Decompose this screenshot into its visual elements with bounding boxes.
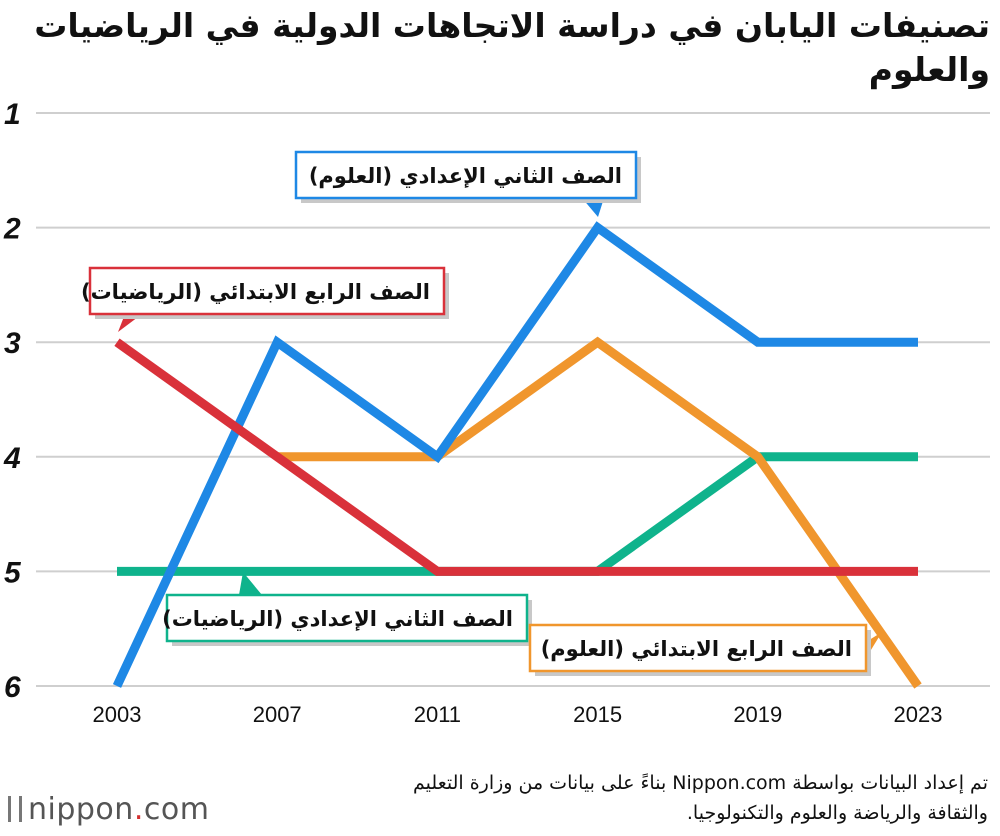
x-tick-label-2011: 2011 [414, 702, 461, 727]
series-line-0 [112, 221, 918, 688]
y-tick-label-5: 5 [4, 556, 22, 589]
series-line-3 [114, 338, 918, 576]
callout-label-2: الصف الثاني الإعدادي (الرياضيات) [162, 607, 513, 632]
y-tick-label-2: 2 [3, 213, 21, 246]
logo-dot: . [133, 792, 144, 827]
source-note: تم إعداد البيانات بواسطة Nippon.com بناء… [413, 772, 988, 824]
line-chart: 1 2 3 4 5 6 2003 2007 2011 2015 2019 2023 الصف الث… [3, 98, 990, 727]
callout-1: الصف الرابع الابتدائي (العلوم) [528, 623, 882, 676]
y-tick-label-3: 3 [4, 327, 21, 360]
callout-label-1: الصف الرابع الابتدائي (العلوم) [541, 637, 852, 661]
callout-box-2 [165, 593, 529, 643]
x-tick-label-2007: 2007 [253, 702, 302, 727]
y-tick-label-1: 1 [4, 98, 21, 131]
callout-box-3 [88, 266, 446, 316]
x-tick-label-2015: 2015 [573, 702, 622, 727]
callout-box-1 [528, 623, 868, 673]
y-axis-ticks: 1 2 3 4 5 6 [3, 98, 22, 704]
x-tick-label-2019: 2019 [733, 702, 782, 727]
chart-title: تصنيفات اليابان في دراسة الاتجاهات الدول… [34, 6, 990, 89]
y-tick-label-4: 4 [3, 442, 21, 475]
callout-label-0: الصف الثاني الإعدادي (العلوم) [309, 164, 622, 189]
callout-0: الصف الثاني الإعدادي (العلوم) [294, 150, 641, 217]
logo-main: nippon [28, 792, 134, 827]
callout-3: الصف الرابع الابتدائي (الرياضيات) [81, 266, 449, 332]
nippon-logo: nippon.com [8, 792, 209, 827]
y-tick-label-6: 6 [4, 671, 21, 704]
logo-mark-icon [8, 796, 22, 822]
x-tick-label-2003: 2003 [93, 702, 142, 727]
x-tick-label-2023: 2023 [894, 702, 943, 727]
callout-2: الصف الثاني الإعدادي (الرياضيات) [162, 572, 532, 646]
logo-suffix: com [143, 792, 210, 827]
callout-box-0 [294, 150, 638, 200]
x-axis-ticks: 2003 2007 2011 2015 2019 2023 [93, 702, 943, 727]
callout-pointer-2 [239, 572, 262, 595]
series-callouts: الصف الثاني الإعدادي (العلوم) الصف الرابع… [81, 150, 882, 676]
series-lines [112, 221, 922, 689]
series-line-1 [277, 336, 922, 689]
callout-label-3: الصف الرابع الابتدائي (الرياضيات) [81, 280, 430, 304]
